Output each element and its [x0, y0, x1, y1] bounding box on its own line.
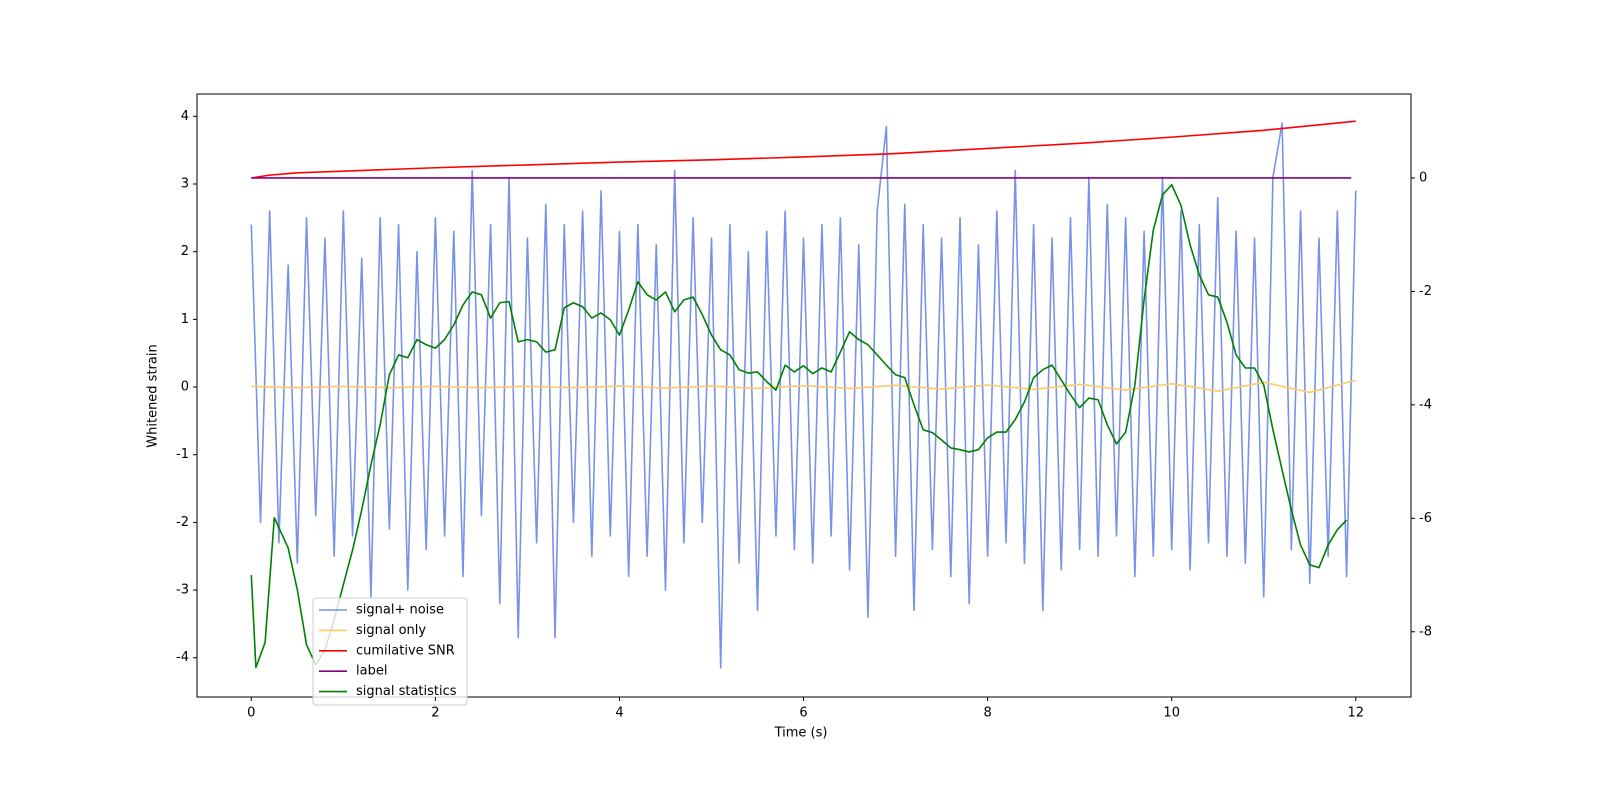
- y-tick-label: -3: [176, 583, 189, 598]
- y-tick-label: 2: [181, 244, 189, 259]
- x-tick-label: 8: [983, 706, 991, 721]
- x-tick-label: 6: [799, 706, 807, 721]
- x-tick-label: 2: [431, 706, 439, 721]
- legend-label: signal statistics: [356, 684, 457, 699]
- legend-box: [312, 597, 468, 706]
- x-tick-label: 12: [1348, 706, 1365, 721]
- series-line: [251, 120, 1356, 179]
- y2-tick-label: -8: [1419, 624, 1432, 639]
- y-tick-label: 4: [181, 109, 189, 124]
- legend-label: cumilative SNR: [356, 643, 455, 658]
- legend-label: signal only: [356, 623, 426, 638]
- y2-tick-label: 0: [1419, 170, 1427, 185]
- legend-label: signal+ noise: [356, 603, 444, 618]
- y-tick-label: 3: [181, 177, 189, 192]
- y2-tick-label: -2: [1419, 284, 1432, 299]
- x-tick-label: 10: [1163, 706, 1180, 721]
- x-axis-label: Time (s): [774, 726, 828, 741]
- y-tick-label: -2: [176, 515, 189, 530]
- y-tick-label: -4: [176, 650, 189, 665]
- x-tick-label: 4: [615, 706, 623, 721]
- legend-label: label: [356, 664, 387, 679]
- series-line: [251, 379, 1356, 394]
- series-line: [250, 122, 1357, 669]
- y-tick-label: -1: [176, 447, 189, 462]
- series-line: [250, 183, 1348, 669]
- y2-tick-label: -4: [1419, 397, 1432, 412]
- legend: signal+ noise signal only cumilative SNR la…: [312, 597, 468, 706]
- y-tick-label: 0: [181, 380, 189, 395]
- plot-area: [250, 120, 1357, 669]
- y2-tick-label: -6: [1419, 511, 1432, 526]
- x-tick-label: 0: [247, 706, 255, 721]
- y-axis-label: Whitened strain: [146, 344, 161, 447]
- y-tick-label: 1: [181, 312, 189, 327]
